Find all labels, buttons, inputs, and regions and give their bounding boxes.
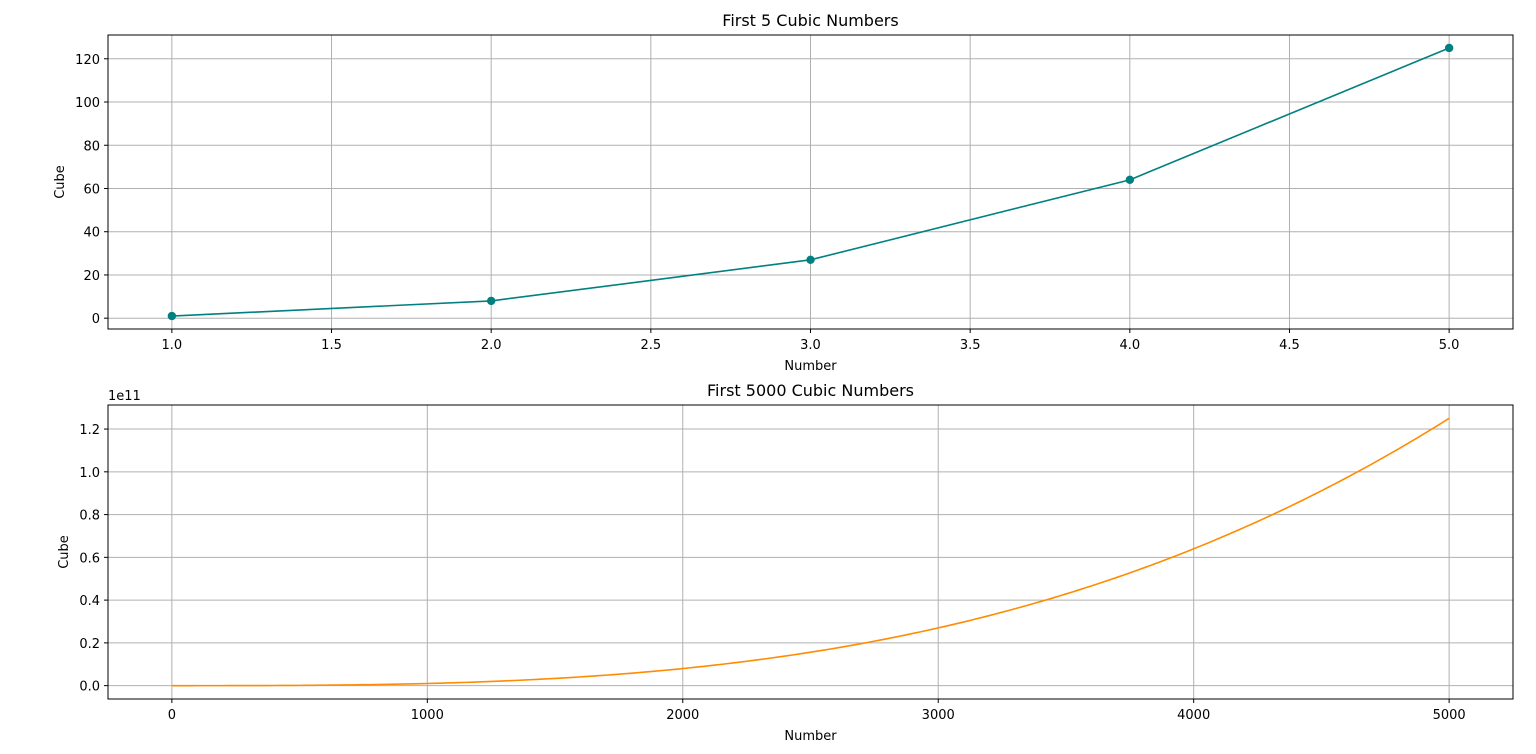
data-point bbox=[806, 255, 815, 265]
ticks: 1.0 1.5 2.0 2.5 3.0 3.5 4.0 4.5 5.0 0 20 40 60 80 100 1… bbox=[75, 53, 1459, 353]
y-tick-label: 0.0 bbox=[79, 680, 100, 695]
chart-title: First 5000 Cubic Numbers bbox=[707, 381, 914, 400]
data-point bbox=[1125, 175, 1135, 185]
y-tick-label: 120 bbox=[75, 53, 100, 68]
y-tick-label: 0.6 bbox=[79, 551, 100, 566]
series-line bbox=[172, 417, 1450, 687]
x-tick-label: 4.5 bbox=[1279, 338, 1300, 353]
data-point bbox=[167, 311, 177, 321]
chart-title: First 5 Cubic Numbers bbox=[722, 11, 898, 30]
subplot-first-5-cubic: 1.0 1.5 2.0 2.5 3.0 3.5 4.0 4.5 5.0 0 20 40 60 80 100 1… bbox=[53, 11, 1514, 374]
x-tick-label: 1.0 bbox=[162, 338, 183, 353]
y-axis-label: Cube bbox=[57, 535, 72, 569]
x-tick-label: 3000 bbox=[922, 708, 955, 723]
x-tick-label: 3.0 bbox=[800, 338, 821, 353]
x-tick-label: 2000 bbox=[666, 708, 699, 723]
y-tick-label: 0.8 bbox=[79, 509, 100, 524]
y-tick-label: 20 bbox=[83, 269, 100, 284]
x-axis-label: Number bbox=[784, 729, 837, 744]
x-tick-label: 4000 bbox=[1177, 708, 1210, 723]
series bbox=[172, 417, 1450, 687]
grid bbox=[108, 35, 1513, 329]
data-point bbox=[1444, 43, 1454, 53]
axes-frame bbox=[107, 34, 1514, 330]
x-axis-label: Number bbox=[784, 359, 837, 374]
ticks: 0 1000 2000 3000 4000 5000 0.0 0.2 0.4 0.6 0.8 1.0 1… bbox=[79, 423, 1465, 723]
x-tick-label: 5000 bbox=[1433, 708, 1466, 723]
x-tick-label: 4.0 bbox=[1119, 338, 1140, 353]
y-tick-label: 0.2 bbox=[79, 637, 100, 652]
data-point bbox=[486, 296, 496, 306]
y-tick-label: 100 bbox=[75, 96, 100, 111]
axes-frame bbox=[107, 404, 1514, 700]
y-tick-label: 1.2 bbox=[79, 423, 100, 438]
y-tick-label: 80 bbox=[83, 139, 100, 154]
subplot-first-5000-cubic: 0 1000 2000 3000 4000 5000 0.0 0.2 0.4 0.6 0.8 1.0 1… bbox=[57, 381, 1514, 744]
x-tick-label: 1.5 bbox=[321, 338, 342, 353]
grid bbox=[108, 405, 1513, 699]
y-tick-label: 40 bbox=[83, 226, 100, 241]
x-tick-label: 0 bbox=[168, 708, 176, 723]
x-tick-label: 5.0 bbox=[1439, 338, 1460, 353]
y-tick-label: 60 bbox=[83, 182, 100, 197]
y-tick-label: 0 bbox=[92, 312, 100, 327]
y-axis-label: Cube bbox=[53, 165, 68, 199]
y-tick-label: 1.0 bbox=[79, 466, 100, 481]
x-tick-label: 2.5 bbox=[640, 338, 661, 353]
series bbox=[167, 43, 1454, 321]
y-tick-label: 0.4 bbox=[79, 594, 100, 609]
x-tick-label: 1000 bbox=[411, 708, 444, 723]
y-axis-offset-label: 1e11 bbox=[108, 389, 141, 404]
x-tick-label: 3.5 bbox=[960, 338, 981, 353]
x-tick-label: 2.0 bbox=[481, 338, 502, 353]
